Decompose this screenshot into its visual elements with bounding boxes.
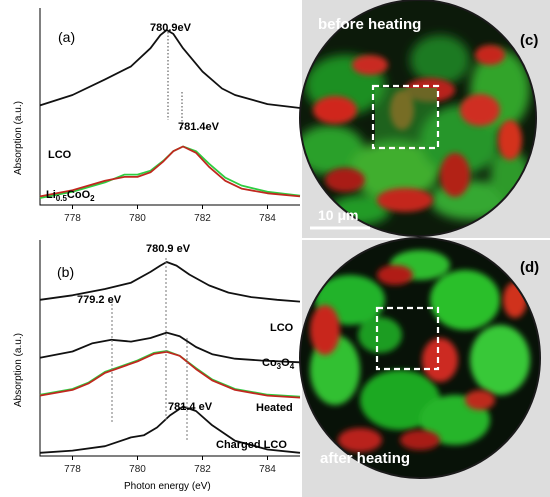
panel-b-label: (b) [57,264,74,280]
xtick-label-780: 780 [129,213,146,224]
curve-label-li05coo2: Li0.5CoO2 [46,189,95,203]
panel-a-curves [39,29,301,199]
xtick-label-780: 780 [129,464,146,475]
panel-a-ylabel: Absorption (a.u.) [13,101,24,175]
peak-label-780-9-b: 780.9 eV [146,243,191,255]
curve-label-co3o4: Co3O4 [262,357,295,371]
panel-d-label: (d) [520,259,539,276]
panel-b-xlabel: Photon energy (eV) [124,481,211,492]
scale-bar-label: 10 μm [318,207,358,223]
panel-d-micrograph [300,238,540,478]
panel-b: (b) Absorption (a.u.) Photon energy (eV)… [13,240,301,492]
xtick-label-778: 778 [64,213,81,224]
panel-a-label: (a) [58,29,75,45]
panel-b-xticks: 778 780 782 784 [64,456,276,475]
peak-label-781-4-b: 781.4 eV [168,401,213,413]
series-line-b-1 [39,331,301,364]
series-line-a-0 [39,29,301,109]
region-box-d [375,306,440,371]
curve-label-charged-lco: Charged LCO [216,439,287,451]
panel-d-caption: after heating [320,450,410,467]
panel-c-micrograph [300,0,536,236]
series-line-b-4 [39,405,301,454]
series-line-b-0 [39,261,301,303]
panel-b-ylabel: Absorption (a.u.) [13,333,24,407]
region-box-c [371,84,440,150]
xtick-label-778: 778 [64,464,81,475]
panel-a: (a) Absorption (a.u.) 778 780 782 784 780.9… [13,8,301,224]
peak-label-781-4-a: 781.4eV [178,121,220,133]
series-line-b-3 [39,351,301,399]
panel-d: after heating (d) [299,237,550,497]
xtick-label-782: 782 [194,213,211,224]
peak-label-779-2: 779.2 eV [77,294,122,306]
curve-label-lco-b: LCO [270,322,294,334]
panel-b-curves [39,261,301,454]
panel-a-xticks: 778 780 782 784 [64,205,276,224]
peak-label-780-9-a: 780.9eV [150,22,192,34]
xtick-label-784: 784 [259,213,276,224]
panel-c: 10 μm before heating (c) [299,0,550,238]
curve-label-lco-a: LCO [48,149,72,161]
series-line-b-2 [39,350,301,398]
xtick-label-784: 784 [259,464,276,475]
curve-label-heated: Heated [256,402,293,414]
xtick-label-782: 782 [194,464,211,475]
panel-c-label: (c) [520,32,538,49]
panel-c-caption: before heating [318,16,421,33]
series-line-a-2 [39,145,301,198]
